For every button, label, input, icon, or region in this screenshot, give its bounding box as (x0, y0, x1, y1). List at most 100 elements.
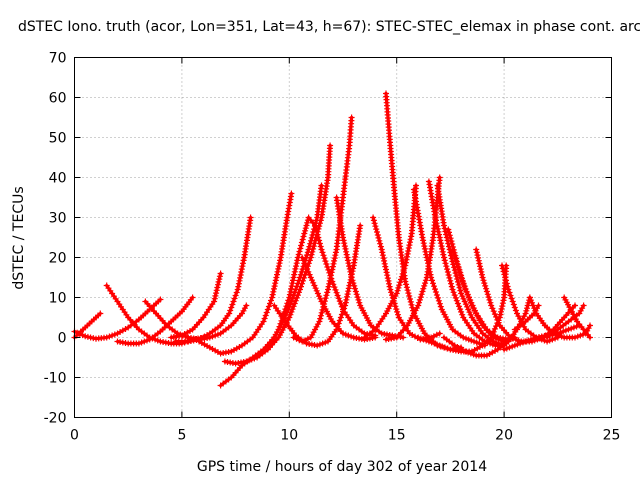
data-point (74, 329, 81, 336)
data-point (499, 262, 505, 269)
data-point (503, 280, 510, 287)
data-point (436, 330, 443, 337)
data-point (389, 292, 395, 299)
series-arc-25 (415, 262, 510, 355)
data-point (336, 317, 343, 324)
data-point (320, 252, 327, 259)
data-point (408, 301, 415, 308)
data-point (404, 287, 411, 294)
data-point (503, 277, 509, 284)
data-point (377, 240, 384, 247)
data-point (229, 301, 236, 308)
data-point (493, 313, 500, 320)
data-point (395, 284, 402, 291)
data-point (296, 248, 303, 255)
data-point (400, 334, 407, 341)
data-point (338, 303, 345, 310)
data-point (495, 336, 502, 343)
data-point (431, 283, 437, 290)
data-point (328, 275, 335, 282)
data-point (455, 266, 462, 273)
data-point (448, 283, 455, 290)
data-point (251, 355, 258, 362)
data-point (281, 309, 288, 315)
data-point (337, 314, 344, 321)
data-point (247, 214, 254, 221)
data-point (311, 240, 318, 247)
data-point (499, 265, 506, 272)
data-point (441, 222, 447, 229)
chart-title: dSTEC Iono. truth (acor, Lon=351, Lat=43… (18, 19, 640, 35)
data-point (422, 277, 429, 284)
data-point (431, 340, 438, 347)
data-point (440, 251, 447, 258)
data-point (327, 272, 334, 279)
data-point (483, 285, 490, 292)
data-point (217, 270, 224, 277)
data-point (313, 228, 320, 235)
data-point (489, 331, 496, 338)
data-point (246, 357, 252, 364)
data-point (504, 283, 511, 290)
data-point (500, 268, 507, 275)
data-point (426, 268, 433, 275)
data-point (526, 294, 533, 301)
data-point (298, 283, 304, 290)
data-point (243, 302, 250, 309)
data-point (348, 274, 355, 281)
data-point (283, 303, 290, 310)
data-point (306, 257, 313, 264)
data-point (456, 284, 463, 291)
data-point (456, 303, 462, 310)
data-point (478, 268, 485, 275)
data-point (433, 331, 440, 338)
data-point (370, 214, 377, 221)
data-point (215, 278, 222, 285)
data-point (324, 289, 331, 296)
data-point (307, 274, 314, 281)
data-point (458, 308, 465, 315)
data-point (335, 295, 342, 302)
series-line (169, 271, 223, 340)
plot-frame (74, 57, 612, 418)
data-point (493, 335, 499, 342)
data-point (416, 299, 422, 306)
data-point (460, 334, 467, 341)
data-point (243, 358, 250, 365)
y-tick-label: 10 (49, 291, 67, 307)
y-tick-label: 30 (49, 211, 67, 227)
data-point (449, 246, 456, 253)
data-point (294, 292, 301, 299)
data-point (505, 286, 512, 293)
data-point (487, 299, 494, 306)
data-point (233, 289, 240, 296)
x-tick-label: 25 (603, 428, 621, 444)
data-point (312, 225, 319, 232)
data-point (154, 337, 161, 344)
data-point (503, 345, 510, 352)
data-point (444, 269, 451, 275)
data-point (284, 300, 291, 307)
data-point (514, 341, 521, 348)
data-point (444, 345, 451, 352)
data-point (489, 305, 496, 312)
data-point (293, 294, 300, 301)
data-point (318, 309, 325, 316)
data-point (516, 315, 523, 322)
data-point (445, 272, 452, 278)
data-point (510, 301, 517, 308)
data-point (286, 314, 293, 321)
data-point (509, 298, 516, 305)
data-point (264, 306, 271, 313)
series-arc-12 (290, 114, 355, 345)
data-point (465, 294, 472, 301)
data-point (279, 314, 286, 321)
data-point (418, 291, 425, 298)
series-arc-32 (511, 302, 542, 333)
data-point (314, 342, 321, 349)
data-point (287, 311, 294, 318)
data-point (565, 326, 572, 333)
data-point (423, 337, 430, 344)
data-point (449, 241, 456, 247)
